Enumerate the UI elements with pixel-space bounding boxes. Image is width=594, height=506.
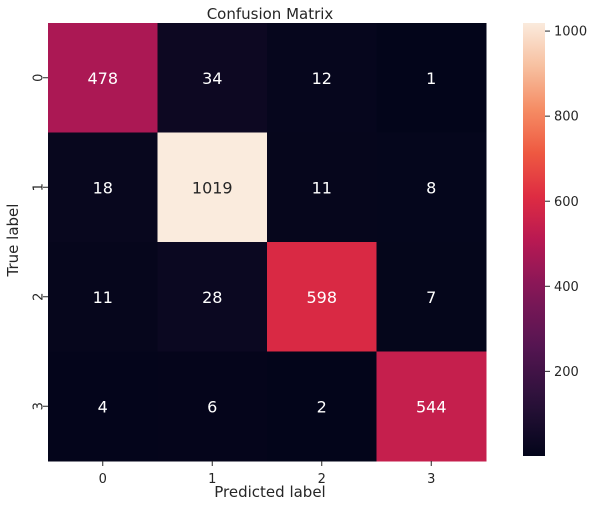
x-tick-label-2: 2: [318, 472, 326, 487]
heatmap-cell-1-1: [157, 132, 268, 243]
heatmap-cell-3-0: [48, 351, 158, 462]
heatmap-cell-2-0: [48, 242, 158, 352]
heatmap-cell-2-1: [157, 242, 268, 352]
colorbar-gradient-bar: [523, 23, 545, 456]
cell-value-label-0-2: 12: [312, 69, 332, 88]
chart-title: Confusion Matrix: [207, 5, 334, 23]
heatmap-cell-1-3: [376, 132, 487, 243]
colorbar-tick-label-0: 200: [554, 365, 579, 380]
cell-value-label-3-2: 2: [317, 397, 327, 416]
cell-value-label-3-3: 544: [416, 397, 447, 416]
colorbar-tick-label-4: 1000: [554, 25, 587, 40]
x-tick-label-0: 0: [99, 472, 107, 487]
heatmap-cell-0-0: [48, 23, 158, 133]
heatmap-cell-0-3: [376, 23, 487, 133]
cell-value-label-2-2: 598: [306, 288, 337, 307]
y-tick-label-0: 0: [32, 74, 47, 82]
colorbar-tick-label-1: 400: [554, 280, 579, 295]
heatmap-cell-1-0: [48, 132, 158, 243]
heatmap-cell-0-1: [157, 23, 268, 133]
cell-value-label-0-0: 478: [87, 69, 118, 88]
cell-value-label-3-1: 6: [207, 397, 217, 416]
heatmap-cell-3-3: [376, 351, 487, 462]
heatmap-cell-2-2: [267, 242, 377, 352]
cell-value-label-3-0: 4: [98, 397, 108, 416]
y-tick-label-1: 1: [32, 183, 47, 191]
cell-value-label-0-3: 1: [426, 69, 436, 88]
cell-value-label-1-0: 18: [93, 178, 113, 197]
y-tick-label-3: 3: [32, 402, 47, 410]
colorbar: 200 400 600 800 1000: [523, 23, 587, 456]
colorbar-tick-label-3: 800: [554, 110, 579, 125]
heatmap-cell-0-2: [267, 23, 377, 133]
x-tick-label-1: 1: [208, 472, 216, 487]
y-axis-ticks: 0 1 2 3: [32, 74, 48, 410]
heatmap-cell-1-2: [267, 132, 377, 243]
cell-value-label-1-2: 11: [312, 178, 332, 197]
cell-value-label-2-3: 7: [426, 288, 436, 307]
heatmap-cell-3-2: [267, 351, 377, 462]
cell-value-label-0-1: 34: [202, 69, 222, 88]
cell-value-label-1-1: 1019: [192, 178, 233, 197]
y-axis-label: True label: [4, 204, 22, 278]
y-tick-label-2: 2: [32, 293, 47, 301]
cell-value-label-2-0: 11: [93, 288, 113, 307]
heatmap-cell-2-3: [376, 242, 487, 352]
x-tick-label-3: 3: [427, 472, 435, 487]
heatmap-cell-3-1: [157, 351, 268, 462]
heatmap-cells: 478 34 12 118 1019 11 811 28 598 74 6 2 544: [48, 23, 487, 462]
colorbar-tick-label-2: 600: [554, 195, 579, 210]
x-axis-label: Predicted label: [214, 483, 325, 501]
cell-value-label-1-3: 8: [426, 178, 436, 197]
x-axis-ticks: 0 1 2 3: [99, 461, 435, 487]
cell-value-label-2-1: 28: [202, 288, 222, 307]
